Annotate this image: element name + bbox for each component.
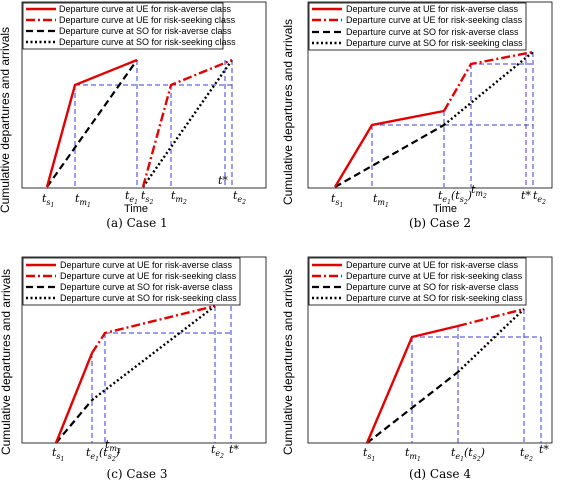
legend-label-ue-averse: Departure curve at UE for risk-averse cl…: [346, 4, 519, 14]
y-axis-label: Cumulative departures and arrivals: [281, 269, 295, 455]
series-ue-averse: [54, 352, 94, 444]
tick-label-te2: te2: [211, 443, 224, 460]
y-axis-label: Cumulative departures and arrivals: [0, 269, 13, 455]
panel-case-1: Cumulative departures and arrivals Depar…: [0, 1, 267, 230]
y-axis-label: Cumulative departures and arrivals: [0, 27, 12, 213]
tick-label-te2: te2: [233, 189, 246, 206]
series-ue-averse: [45, 58, 138, 188]
legend: Departure curve at UE for risk-averse cl…: [308, 2, 527, 51]
series-ue-seeking: [141, 58, 233, 188]
tick-label-te2: te2: [533, 189, 546, 206]
legend-label-so-averse: Departure curve at SO for risk-averse cl…: [346, 27, 519, 37]
panel-caption: (a) Case 1: [106, 216, 167, 230]
tick-label-te1-ts2: te1(ts2): [451, 446, 485, 463]
plot-area: Departure curve at UE for risk-averse cl…: [21, 256, 267, 444]
series-so-seeking: [457, 308, 525, 373]
panel-case-2: Cumulative departures and arrivals Depar…: [281, 1, 553, 230]
tick-label-ts1: ts1: [52, 446, 64, 463]
plot-area: Departure curve at UE for risk-averse cl…: [21, 1, 267, 189]
legend-label-so-averse: Departure curve at SO for risk-averse cl…: [60, 282, 233, 292]
tick-label-tm1: tm1: [373, 192, 389, 209]
legend: Departure curve at UE for risk-averse cl…: [22, 257, 241, 306]
legend-label-so-seeking: Departure curve at SO for risk-seeking c…: [346, 38, 523, 48]
legend: Departure curve at UE for risk-averse cl…: [308, 257, 527, 306]
legend-label-so-averse: Departure curve at SO for risk-averse cl…: [59, 26, 232, 36]
legend-box: [308, 2, 527, 51]
legend-label-ue-averse: Departure curve at UE for risk-averse cl…: [60, 260, 233, 270]
x-axis-label: Time: [124, 203, 148, 215]
legend-label-so-averse: Departure curve at SO for risk-averse cl…: [346, 282, 519, 292]
tick-label-ts1: ts1: [42, 192, 54, 209]
legend-label-so-seeking: Departure curve at SO for risk-seeking c…: [60, 293, 237, 303]
tick-label-te2: te2: [520, 446, 533, 463]
legend: Departure curve at UE for risk-averse cl…: [22, 2, 236, 50]
legend-box: [308, 257, 527, 306]
series-so-averse: [334, 124, 445, 188]
series-ue-averse: [333, 109, 445, 188]
tick-label-tstar: t*: [218, 174, 228, 187]
series-so-seeking: [443, 51, 534, 126]
axes-frame: [307, 1, 553, 189]
axes-frame: [21, 256, 267, 444]
legend-label-ue-averse: Departure curve at UE for risk-averse cl…: [59, 4, 232, 14]
series-so-averse: [55, 399, 93, 444]
tick-labels: ts1 tm1 te1(ts2) te2 t*: [363, 443, 549, 463]
panel-caption: (b) Case 2: [409, 216, 471, 230]
legend-label-ue-seeking: Departure curve at UE for risk-seeking c…: [346, 271, 523, 281]
legend-label-so-seeking: Departure curve at SO for risk-seeking c…: [346, 293, 523, 303]
series-ue-seeking: [457, 307, 525, 328]
legend-box: [22, 257, 241, 306]
legend-label-so-seeking: Departure curve at SO for risk-seeking c…: [59, 37, 236, 47]
x-axis-label: Time: [433, 203, 457, 215]
panel-caption: (c) Case 3: [107, 467, 168, 481]
legend-label-ue-seeking: Departure curve at UE for risk-seeking c…: [59, 15, 236, 25]
tick-label-ts1: ts1: [363, 446, 375, 463]
tick-label-tstar: t*: [229, 443, 239, 456]
axes-frame: [21, 1, 267, 189]
series-so-seeking: [142, 59, 233, 188]
panel-case-4: Cumulative departures and arrivals Depar…: [281, 256, 553, 481]
tick-labels: ts1 te1(ts2) tm2 te2 t*: [52, 438, 239, 463]
guide-lines: [74, 60, 233, 187]
legend-label-ue-seeking: Departure curve at UE for risk-seeking c…: [60, 271, 237, 281]
tick-label-tstar: t*: [521, 189, 531, 202]
guide-lines: [411, 309, 542, 443]
series-so-seeking: [91, 305, 216, 401]
tick-label-tm1: tm1: [75, 192, 91, 209]
legend-box: [22, 2, 224, 50]
plot-area: Departure curve at UE for risk-averse cl…: [307, 1, 553, 189]
legend-label-ue-averse: Departure curve at UE for risk-averse cl…: [346, 260, 519, 270]
tick-label-tm2: tm2: [471, 183, 487, 200]
y-axis-label: Cumulative departures and arrivals: [281, 19, 295, 205]
series-ue-averse: [365, 324, 459, 444]
tick-label-ts1: ts1: [331, 192, 343, 209]
series-so-averse: [366, 371, 459, 444]
series-so-averse: [46, 59, 138, 188]
tick-label-tm2: tm2: [171, 189, 187, 206]
plot-area: Departure curve at UE for risk-averse cl…: [307, 256, 553, 444]
tick-label-tstar: t*: [539, 443, 549, 456]
series-ue-seeking: [90, 304, 216, 354]
legend-label-ue-seeking: Departure curve at UE for risk-seeking c…: [346, 15, 523, 25]
panel-case-3: Cumulative departures and arrivals Depar…: [0, 256, 267, 481]
axes-frame: [307, 256, 553, 444]
series-ue-seeking: [442, 50, 534, 112]
tick-label-tm1: tm1: [405, 446, 421, 463]
panel-caption: (d) Case 4: [409, 467, 471, 481]
guide-lines: [91, 306, 232, 443]
